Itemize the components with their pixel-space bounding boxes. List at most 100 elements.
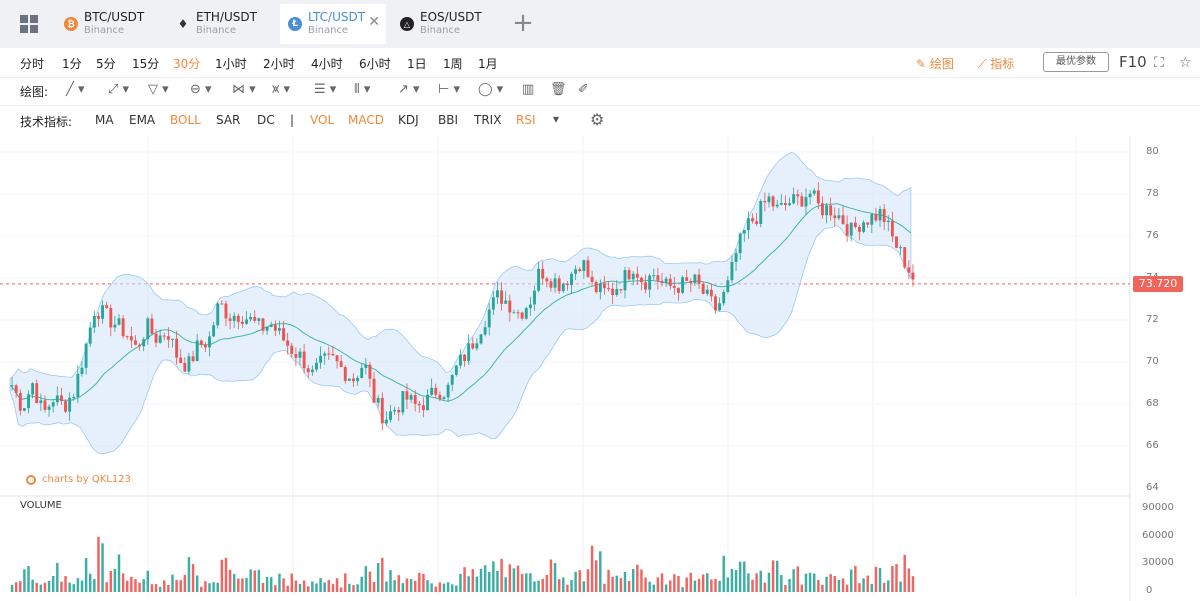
indicator-macd[interactable]: MACD	[348, 113, 384, 127]
draw-tool-label: 绘图	[929, 57, 954, 71]
candle-body	[199, 340, 203, 345]
bars-tool-icon[interactable]: ▥	[522, 82, 535, 97]
candle-body	[849, 222, 853, 236]
channel-tool-icon[interactable]: ▽ ▾	[148, 82, 169, 97]
candle-body	[442, 397, 446, 399]
volume-bar	[751, 579, 754, 592]
candle-body	[88, 327, 92, 344]
candle-body	[249, 316, 253, 320]
fullscreen-icon[interactable]: ⛶	[1154, 55, 1164, 71]
candle-body	[668, 278, 672, 286]
price-tick: 78	[1146, 188, 1159, 199]
measure-tool-icon[interactable]: ⊢ ▾	[438, 82, 460, 97]
trash-icon[interactable]: 🗑	[550, 82, 567, 97]
interval-item[interactable]: 1日	[407, 57, 427, 71]
volume-bar	[101, 543, 104, 592]
candle-body	[253, 316, 257, 321]
volume-bar	[307, 586, 310, 592]
candle-body	[500, 290, 504, 304]
interval-item[interactable]: 2小时	[263, 57, 295, 71]
candle-body	[134, 340, 137, 345]
indicator-button[interactable]: ⟋ 指标	[978, 57, 1015, 71]
grid-menu-icon[interactable]	[10, 8, 48, 40]
candle-body	[508, 300, 512, 313]
star-icon[interactable]: ☆	[1179, 55, 1192, 71]
indicator-toolbar: 技术指标: MA EMA BOLL SAR DC | VOL MACD KDJ …	[0, 110, 1200, 132]
candle-body	[339, 361, 343, 368]
current-price-label: 73.720	[1133, 276, 1183, 292]
volume-bar	[726, 577, 730, 592]
volume-bar	[631, 568, 635, 592]
candle-body	[430, 387, 434, 395]
comment-tool-icon[interactable]: ◯ ▾	[478, 82, 504, 97]
pen-icon[interactable]: ✐	[578, 82, 589, 97]
line-tool-icon[interactable]: ╱ ▾	[66, 82, 85, 97]
gann-tool-icon[interactable]: ⦀ ▾	[354, 82, 371, 97]
volume-bar	[339, 587, 343, 592]
interval-item[interactable]: 15分	[132, 57, 160, 71]
tab-btc-usdt[interactable]: ₿ BTC/USDT Binance	[56, 4, 162, 44]
more-indicators-icon[interactable]: ▾	[553, 112, 560, 126]
volume-bar	[269, 577, 273, 592]
interval-item[interactable]: 4小时	[311, 57, 343, 71]
volume-bar	[385, 581, 388, 592]
indicator-kdj[interactable]: KDJ	[398, 113, 419, 127]
interval-item[interactable]: 1月	[478, 57, 498, 71]
indicator-sar[interactable]: SAR	[216, 113, 241, 127]
volume-bar	[51, 575, 55, 592]
volume-bar	[512, 568, 516, 592]
volume-bar	[710, 579, 713, 592]
indicator-rsi[interactable]: RSI	[516, 113, 536, 127]
optimal-params-button[interactable]: 最优参数	[1043, 52, 1109, 72]
pattern-tool-icon[interactable]: ⩙ ▾	[272, 82, 290, 97]
interval-item[interactable]: 分时	[20, 57, 45, 71]
close-tab-icon[interactable]: ✕	[368, 14, 380, 30]
interval-item[interactable]: 1分	[62, 57, 82, 71]
ethereum-icon: ♦	[177, 17, 189, 31]
tab-eos-usdt[interactable]: △ EOS/USDT Binance	[392, 4, 498, 44]
fib-tool-icon[interactable]: ☰ ▾	[314, 82, 337, 97]
add-tab-button[interactable]: +	[512, 8, 534, 38]
volume-bar	[249, 569, 252, 592]
eos-icon: △	[400, 17, 414, 31]
candle-body	[586, 260, 590, 277]
interval-item[interactable]: 6小时	[359, 57, 391, 71]
volume-bars	[10, 536, 915, 592]
candle-body	[220, 303, 224, 305]
candle-body	[751, 218, 754, 222]
interval-item[interactable]: 1周	[443, 57, 463, 71]
interval-item[interactable]: 5分	[96, 57, 116, 71]
volume-bar	[298, 584, 302, 592]
draw-tool-button[interactable]: ✎ 绘图	[916, 57, 954, 71]
volume-bar	[183, 574, 187, 592]
volume-bar	[360, 576, 363, 592]
indicator-trix[interactable]: TRIX	[474, 113, 502, 127]
arrow-tool-icon[interactable]: ↗ ▾	[398, 82, 420, 97]
candle-body	[800, 196, 804, 207]
candle-body	[421, 405, 425, 411]
price-chart[interactable]	[0, 136, 1200, 601]
ray-tool-icon[interactable]: ⤢ ▾	[108, 82, 130, 97]
interval-item-selected[interactable]: 30分	[173, 57, 201, 71]
indicator-ma[interactable]: MA	[95, 113, 114, 127]
tab-ltc-usdt[interactable]: Ł LTC/USDT Binance ✕	[280, 4, 386, 44]
indicator-bbi[interactable]: BBI	[438, 113, 459, 127]
tab-eth-usdt[interactable]: ♦ ETH/USDT Binance	[168, 4, 274, 44]
zigzag-tool-icon[interactable]: ⋈ ▾	[232, 82, 256, 97]
volume-bar	[767, 572, 771, 592]
volume-bar	[525, 573, 528, 592]
volume-bar	[97, 536, 100, 592]
indicator-vol[interactable]: VOL	[310, 113, 335, 127]
indicator-ema[interactable]: EMA	[129, 113, 156, 127]
candle-body	[656, 275, 660, 281]
settings-gear-icon[interactable]: ⚙	[590, 110, 605, 129]
indicator-boll[interactable]: BOLL	[170, 113, 201, 127]
f10-button[interactable]: F10	[1119, 53, 1147, 71]
indicator-dc[interactable]: DC	[257, 113, 275, 127]
interval-item[interactable]: 1小时	[215, 57, 247, 71]
volume-bar	[652, 584, 656, 592]
candle-body	[845, 224, 849, 236]
volume-bar	[492, 561, 495, 592]
circle-tool-icon[interactable]: ⊖ ▾	[190, 82, 212, 97]
drawing-toolbar: 绘图: ╱ ▾ ⤢ ▾ ▽ ▾ ⊖ ▾ ⋈ ▾ ⩙ ▾ ☰ ▾ ⦀ ▾ ↗ ▾ …	[0, 80, 1200, 102]
